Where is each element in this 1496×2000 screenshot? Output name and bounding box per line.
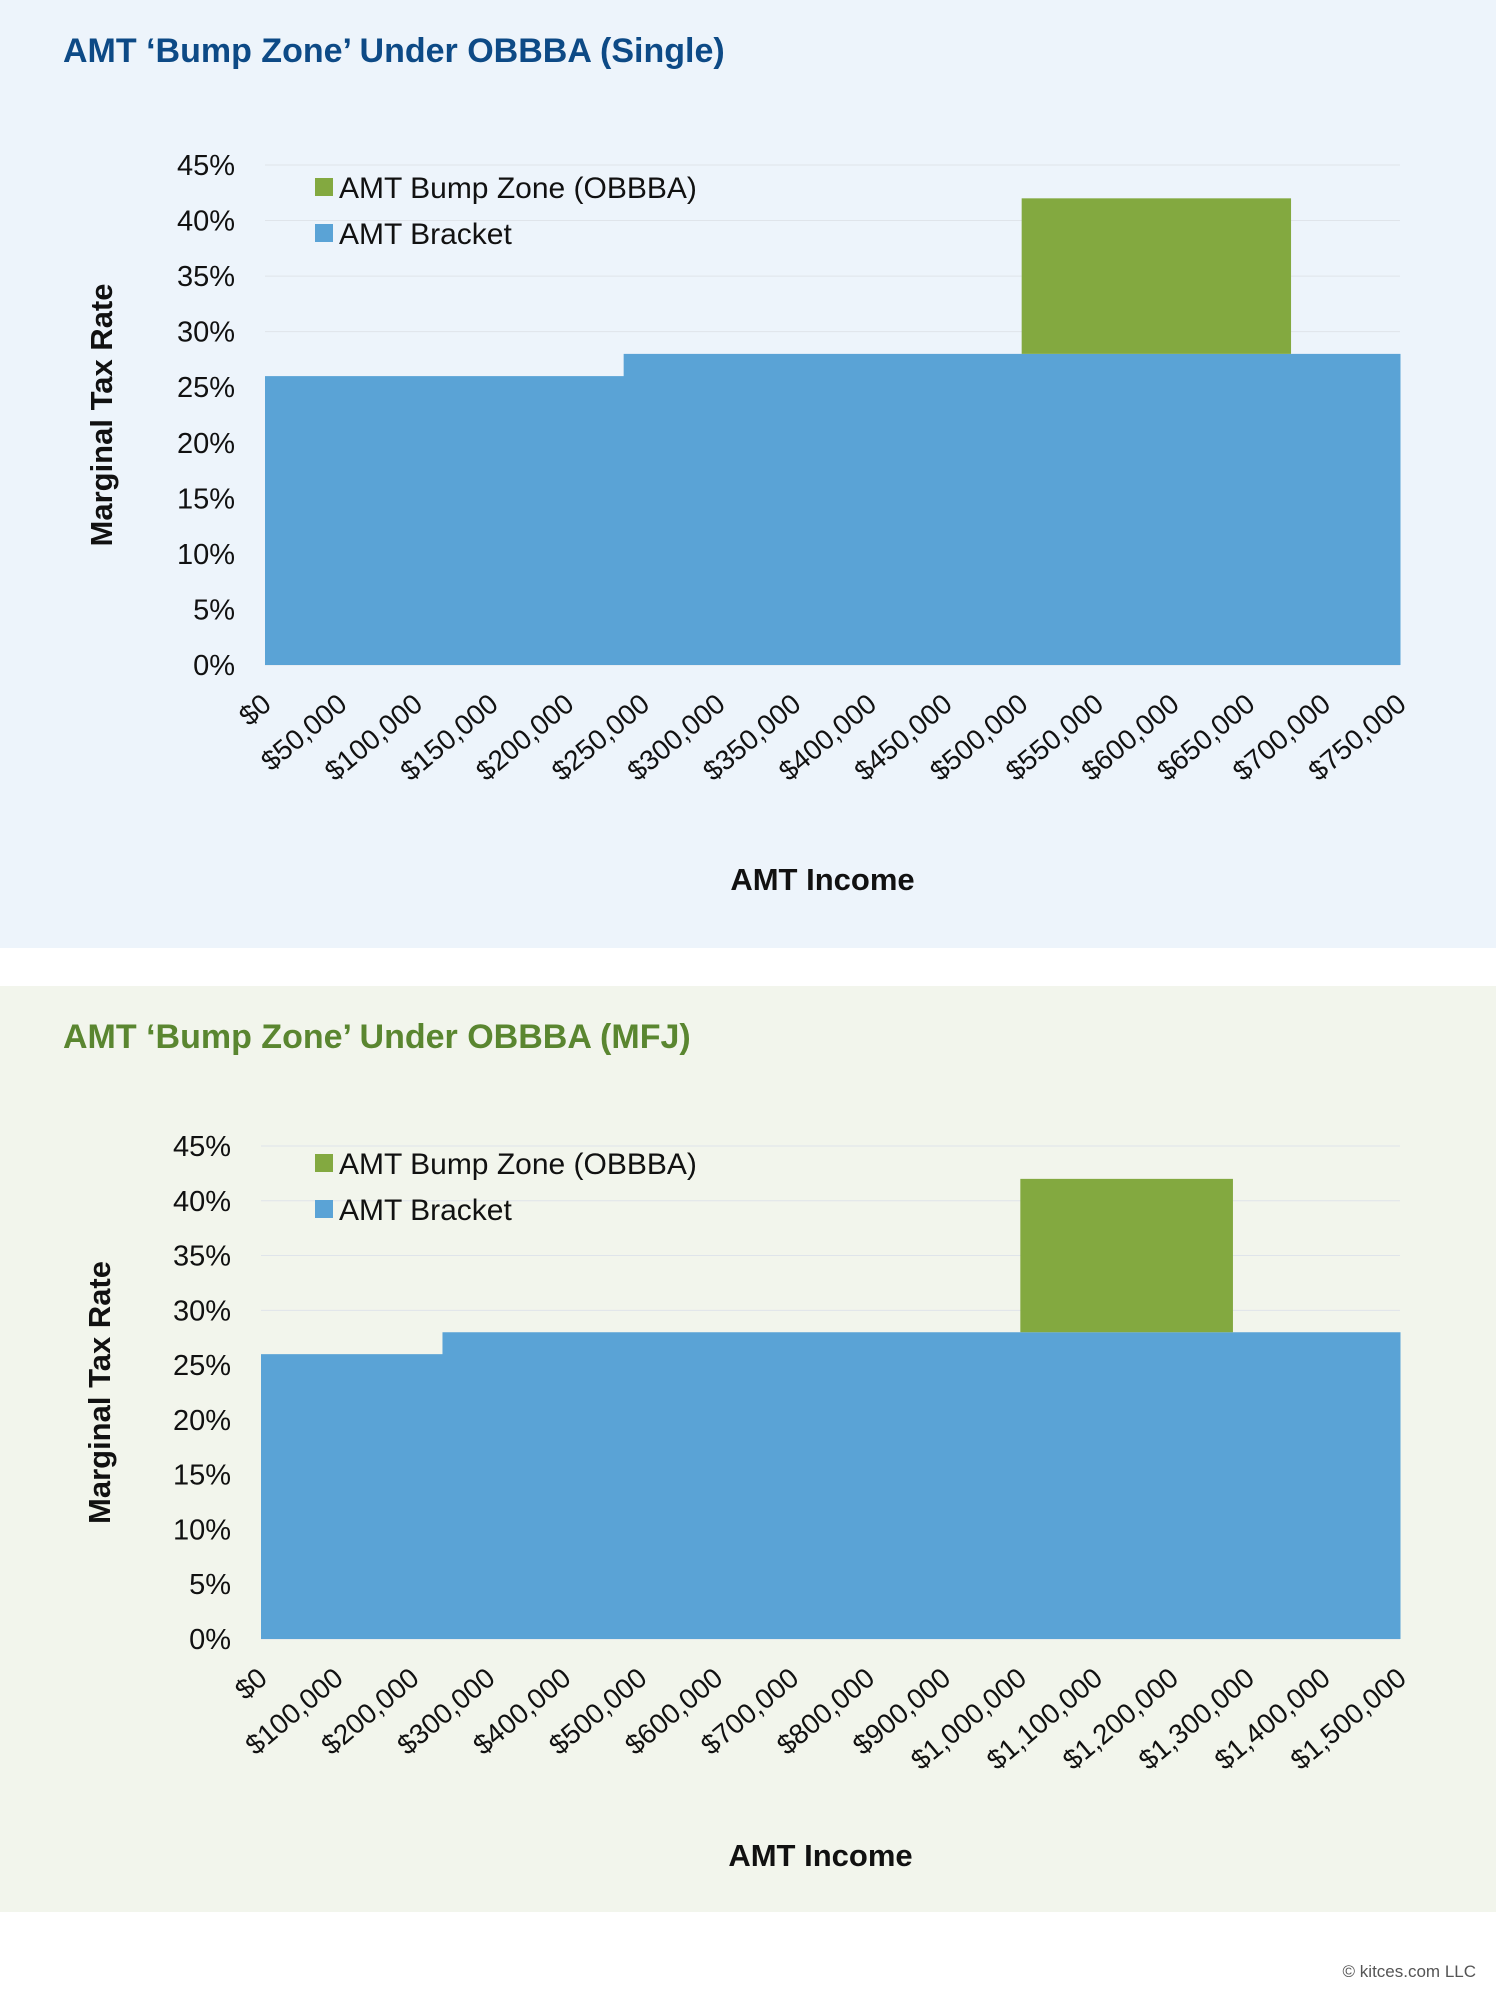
chart-mfj: 0%5%10%15%20%25%30%35%40%45%$0$100,000$2… <box>82 1131 1412 1873</box>
bracket-area <box>261 1354 443 1639</box>
bracket-area <box>265 376 625 665</box>
bracket-area <box>442 1332 1401 1639</box>
bump-zone-area <box>1021 198 1292 354</box>
y-axis-title: Marginal Tax Rate <box>82 1261 117 1524</box>
y-tick-label: 5% <box>189 1569 231 1601</box>
y-tick-label: 20% <box>173 1405 231 1437</box>
bump-zone-area <box>1020 1178 1233 1333</box>
y-axis-title: Marginal Tax Rate <box>84 283 119 546</box>
y-tick-label: 15% <box>173 1460 231 1492</box>
y-tick-label: 40% <box>177 206 235 238</box>
y-tick-label: 30% <box>177 317 235 349</box>
chart-single: 0%5%10%15%20%25%30%35%40%45%$0$50,000$10… <box>84 150 1412 897</box>
x-tick-label: $0 <box>229 1662 273 1706</box>
bracket-area <box>623 353 1401 665</box>
y-tick-label: 5% <box>193 594 235 626</box>
legend-swatch-bump <box>315 1154 333 1172</box>
y-tick-label: 25% <box>177 372 235 404</box>
legend-label: AMT Bump Zone (OBBBA) <box>339 172 697 205</box>
x-tick-label: $0 <box>233 688 277 732</box>
x-axis-title: AMT Income <box>730 862 914 897</box>
y-tick-label: 15% <box>177 483 235 515</box>
y-tick-label: 10% <box>173 1514 231 1546</box>
legend-swatch-bracket <box>315 1200 333 1218</box>
chart-title-mfj: AMT ‘Bump Zone’ Under OBBBA (MFJ) <box>63 1018 691 1056</box>
y-tick-label: 25% <box>173 1350 231 1382</box>
legend-label: AMT Bracket <box>339 1194 512 1227</box>
copyright-footer: © kitces.com LLC <box>1342 1962 1476 1981</box>
y-tick-label: 0% <box>189 1624 231 1656</box>
y-tick-label: 35% <box>177 261 235 293</box>
legend-label: AMT Bracket <box>339 218 512 251</box>
chart-panel-single: AMT ‘Bump Zone’ Under OBBBA (Single) 0% 5… <box>0 0 1496 948</box>
y-tick-label: 45% <box>177 150 235 182</box>
y-tick-label: 10% <box>177 539 235 571</box>
chart-panel-mfj: AMT ‘Bump Zone’ Under OBBBA (MFJ) 0% 5% 10… <box>0 986 1496 1912</box>
legend-swatch-bracket <box>315 224 333 242</box>
chart-title-single: AMT ‘Bump Zone’ Under OBBBA (Single) <box>63 32 725 70</box>
y-tick-label: 20% <box>177 428 235 460</box>
y-tick-label: 30% <box>173 1295 231 1327</box>
y-tick-label: 35% <box>173 1241 231 1273</box>
y-tick-label: 45% <box>173 1131 231 1163</box>
legend-swatch-bump <box>315 178 333 196</box>
legend-label: AMT Bump Zone (OBBBA) <box>339 1148 697 1181</box>
y-tick-label: 0% <box>193 650 235 682</box>
x-axis-title: AMT Income <box>728 1838 912 1873</box>
y-tick-label: 40% <box>173 1186 231 1218</box>
